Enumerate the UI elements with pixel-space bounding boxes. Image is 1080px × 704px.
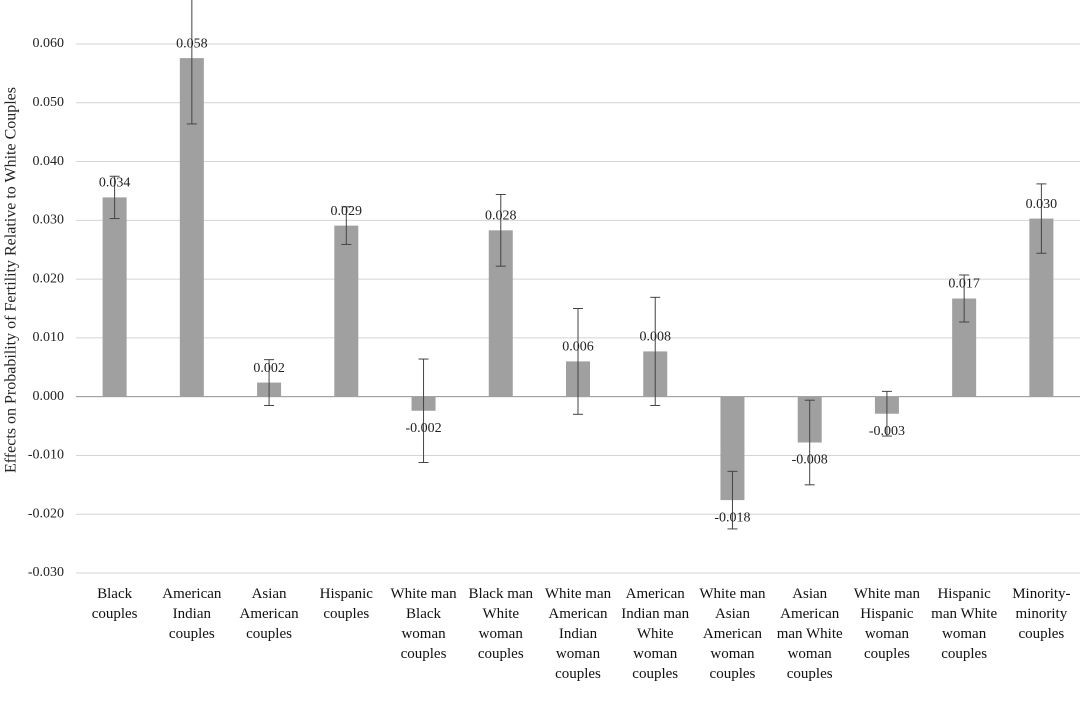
x-tick-label: American Indian couples — [162, 586, 222, 642]
x-tick-label: White man Asian American woman couples — [699, 586, 766, 682]
data-label: 0.006 — [562, 340, 594, 355]
data-label: 0.029 — [331, 204, 363, 219]
y-tick-label: -0.010 — [28, 448, 64, 463]
x-tick-label: Asian American couples — [239, 586, 299, 642]
x-tick-label: White man American Indian woman couples — [544, 586, 612, 682]
data-label: 0.028 — [485, 209, 517, 224]
x-tick-label: Hispanic couples — [319, 586, 373, 622]
y-tick-label: 0.020 — [33, 271, 65, 286]
bar — [334, 225, 359, 397]
data-label: 0.030 — [1026, 197, 1058, 212]
data-label: 0.034 — [99, 176, 131, 191]
y-axis-label: Effects on Probability of Fertility Rela… — [3, 87, 20, 473]
x-tick-label: White man Hispanic woman couples — [853, 586, 921, 662]
data-label: 0.058 — [176, 36, 208, 51]
y-tick-label: 0.010 — [33, 330, 65, 345]
y-tick-label: 0.030 — [33, 213, 65, 228]
x-tick-label: Asian American man White woman couples — [776, 586, 843, 682]
y-tick-label: -0.020 — [28, 506, 64, 521]
y-tick-label: -0.030 — [28, 565, 64, 580]
x-tick-label: Black couples — [91, 586, 138, 622]
x-tick-label: White man Black woman couples — [390, 586, 457, 662]
data-label: -0.008 — [792, 453, 828, 468]
x-tick-label: Minority-minority couples — [1012, 586, 1071, 642]
data-label: -0.002 — [405, 421, 441, 436]
y-tick-label: 0.040 — [33, 154, 65, 169]
x-tick-label: American Indian man White woman couples — [621, 586, 690, 682]
data-label: 0.002 — [253, 361, 285, 376]
data-label: 0.008 — [639, 330, 671, 345]
bar — [102, 197, 127, 397]
x-tick-label: Hispanic man White woman couples — [931, 586, 998, 662]
y-tick-label: 0.060 — [33, 36, 65, 51]
x-tick-label: Black man White woman couples — [468, 586, 534, 662]
y-tick-label: 0.050 — [33, 95, 65, 110]
data-label: 0.017 — [948, 277, 980, 292]
data-label: -0.018 — [714, 510, 750, 525]
y-tick-label: 0.000 — [33, 389, 65, 404]
data-label: -0.003 — [869, 424, 905, 439]
